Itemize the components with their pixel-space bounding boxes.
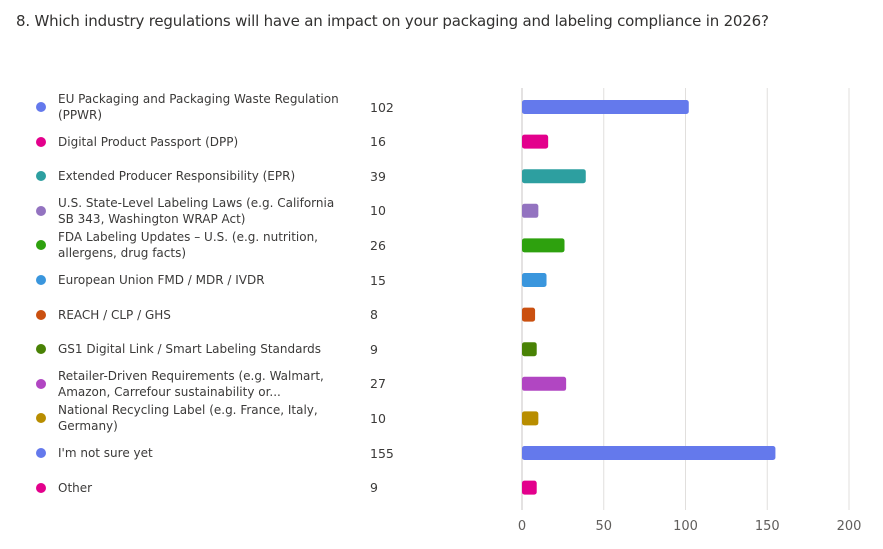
- x-tick-label: 100: [673, 519, 698, 534]
- legend-item: Retailer-Driven Requirements (e.g. Walma…: [36, 368, 416, 400]
- response-count: 9: [370, 341, 378, 357]
- legend-item: National Recycling Label (e.g. France, I…: [36, 402, 416, 434]
- legend-item: EU Packaging and Packaging Waste Regulat…: [36, 91, 416, 123]
- legend-item: Digital Product Passport (DPP) 16: [36, 134, 416, 150]
- legend-item: REACH / CLP / GHS 8: [36, 307, 416, 323]
- legend-item: Extended Producer Responsibility (EPR) 39: [36, 168, 416, 184]
- bar[interactable]: [522, 238, 565, 253]
- legend-label: EU Packaging and Packaging Waste Regulat…: [58, 92, 339, 122]
- bar[interactable]: [522, 411, 539, 426]
- response-count: 27: [370, 376, 386, 392]
- legend-item: GS1 Digital Link / Smart Labeling Standa…: [36, 341, 416, 357]
- response-count: 155: [370, 445, 394, 461]
- legend-dot-icon: [36, 309, 46, 320]
- legend-label: European Union FMD / MDR / IVDR: [58, 273, 265, 287]
- legend-dot-icon: [36, 102, 46, 112]
- bar[interactable]: [522, 446, 776, 460]
- legend-dot-icon: [36, 171, 46, 182]
- response-count: 9: [370, 480, 378, 496]
- legend-label: I'm not sure yet: [58, 446, 153, 460]
- legend-label: FDA Labeling Updates – U.S. (e.g. nutrit…: [58, 230, 318, 261]
- legend-item: I'm not sure yet 155: [36, 445, 416, 461]
- bar[interactable]: [522, 169, 586, 184]
- legend-item: U.S. State-Level Labeling Laws (e.g. Cal…: [36, 195, 416, 227]
- legend-dot-icon: [36, 136, 46, 147]
- legend-label: Extended Producer Responsibility (EPR): [58, 169, 296, 184]
- response-count: 26: [370, 237, 386, 253]
- response-count: 15: [370, 272, 386, 288]
- legend-label: Retailer-Driven Requirements (e.g. Walma…: [58, 368, 324, 399]
- response-count: 39: [370, 168, 386, 184]
- x-tick-label: 50: [595, 519, 612, 534]
- legend-dot-icon: [36, 344, 46, 355]
- legend-dot-icon: [36, 275, 46, 285]
- legend-dot-icon: [36, 240, 46, 251]
- legend-label: GS1 Digital Link / Smart Labeling Standa…: [58, 342, 322, 357]
- legend-label: Digital Product Passport (DPP): [58, 134, 239, 149]
- legend-label: National Recycling Label (e.g. France, I…: [58, 403, 318, 434]
- legend-label: REACH / CLP / GHS: [58, 307, 171, 322]
- legend-dot-icon: [36, 482, 46, 493]
- legend-dot-icon: [36, 413, 46, 424]
- legend-item: FDA Labeling Updates – U.S. (e.g. nutrit…: [36, 229, 416, 261]
- bar[interactable]: [522, 134, 549, 149]
- x-tick-label: 200: [837, 519, 862, 534]
- legend-dot-icon: [36, 378, 46, 389]
- legend-label: U.S. State-Level Labeling Laws (e.g. Cal…: [58, 195, 335, 226]
- question-title: 8. Which industry regulations will have …: [16, 12, 769, 30]
- legend-label: Other: [58, 480, 93, 495]
- legend-item: European Union FMD / MDR / IVDR 15: [36, 272, 416, 288]
- bar[interactable]: [522, 342, 537, 357]
- bar[interactable]: [522, 376, 567, 391]
- bar[interactable]: [522, 100, 689, 114]
- x-tick-label: 150: [755, 519, 780, 534]
- bar[interactable]: [522, 203, 539, 218]
- x-tick-label: 0: [518, 519, 526, 534]
- response-count: 10: [370, 410, 386, 426]
- bar[interactable]: [522, 273, 547, 287]
- bar[interactable]: [522, 307, 536, 322]
- response-count: 102: [370, 99, 394, 115]
- bar[interactable]: [522, 480, 537, 495]
- response-count: 10: [370, 203, 386, 219]
- response-count: 8: [370, 307, 378, 323]
- legend-item: Other 9: [36, 480, 416, 496]
- response-count: 16: [370, 134, 386, 150]
- legend-dot-icon: [36, 205, 46, 216]
- legend-dot-icon: [36, 448, 46, 458]
